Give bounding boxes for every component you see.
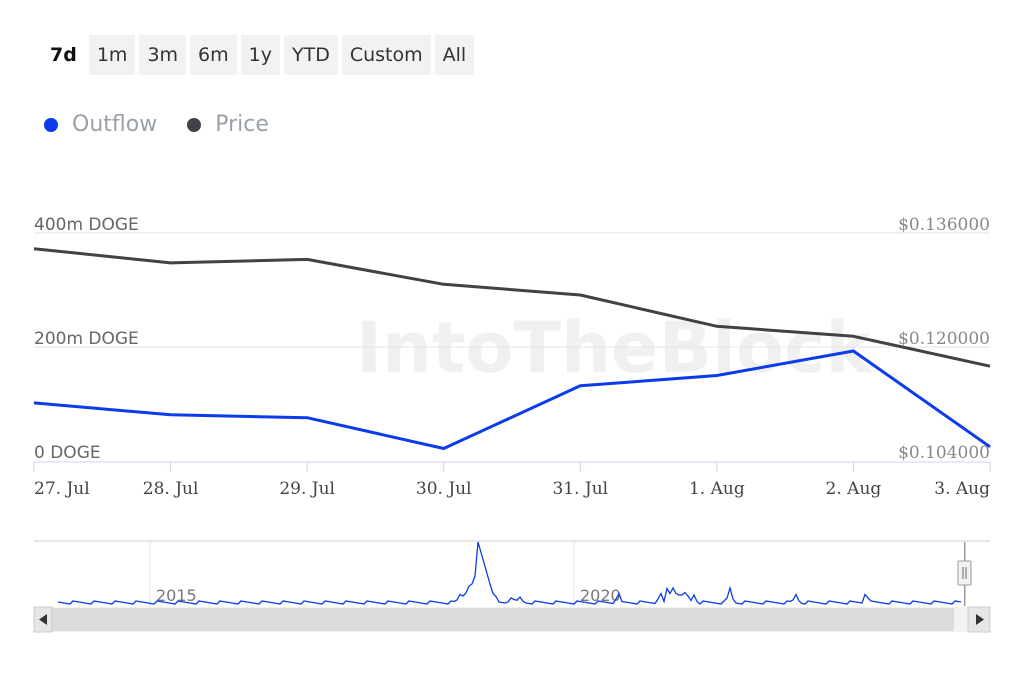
navigator[interactable]: 2015 2020	[33, 540, 991, 633]
watermark: IntoTheBlock	[356, 307, 873, 389]
x-tick-label: 30. Jul	[416, 479, 472, 499]
series-layer	[33, 247, 991, 450]
y-right-tick-label: $0.120000	[898, 329, 990, 349]
grid-lines	[34, 232, 990, 348]
x-tick-label: 2. Aug	[826, 479, 882, 499]
legend-dot-icon	[187, 117, 202, 132]
x-axis: 27. Jul 28. Jul 29. Jul 30. Jul 31. Jul 1. Au…	[33, 461, 991, 499]
x-tick-label: 1. Aug	[689, 479, 745, 499]
legend-item-outflow[interactable]: Outflow	[44, 112, 157, 137]
navigator-year-label: 2015	[156, 586, 197, 605]
y-right-tick-label: $0.104000	[898, 443, 990, 463]
arrow-right-icon	[976, 614, 984, 625]
navigator-year-label: 2020	[580, 586, 621, 605]
y-left-tick-label: 200m DOGE	[34, 329, 139, 349]
legend-dot-icon	[44, 117, 58, 132]
x-tick-label: 29. Jul	[279, 479, 335, 499]
series-line-price	[33, 247, 991, 368]
range-button-7d[interactable]: 7d	[42, 35, 85, 75]
range-button-all[interactable]: All	[434, 35, 475, 75]
range-button-ytd[interactable]: YTD	[284, 35, 338, 75]
x-tick-label: 28. Jul	[143, 479, 199, 499]
x-tick-label: 3. Aug	[934, 479, 990, 499]
x-tick-label: 31. Jul	[552, 479, 608, 499]
range-button-6m[interactable]: 6m	[190, 35, 237, 75]
legend-label: Outflow	[72, 112, 158, 137]
range-button-custom[interactable]: Custom	[341, 35, 431, 75]
legend-item-price[interactable]: Price	[187, 112, 269, 137]
y-left-tick-label: 400m DOGE	[34, 215, 139, 235]
range-selector: 7d 1m 3m 6m 1y YTD Custom All	[42, 35, 475, 75]
range-button-1y[interactable]: 1y	[240, 35, 280, 75]
scrollbar-thumb[interactable]	[52, 608, 954, 631]
series-line-outflow	[33, 349, 991, 450]
y-left-tick-label: 0 DOGE	[34, 443, 101, 463]
arrow-left-icon	[39, 614, 47, 625]
x-tick-label: 27. Jul	[34, 479, 90, 499]
y-right-tick-label: $0.136000	[898, 215, 990, 235]
range-button-1m[interactable]: 1m	[88, 35, 136, 75]
y-axis-labels: 0 DOGE 200m DOGE 400m DOGE $0.104000 $0.1200…	[34, 215, 990, 463]
navigator-trace	[57, 541, 962, 605]
navigator-handle[interactable]	[957, 560, 972, 586]
legend-label: Price	[215, 112, 269, 137]
legend: Outflow Price	[44, 112, 269, 137]
range-button-3m[interactable]: 3m	[139, 35, 187, 75]
